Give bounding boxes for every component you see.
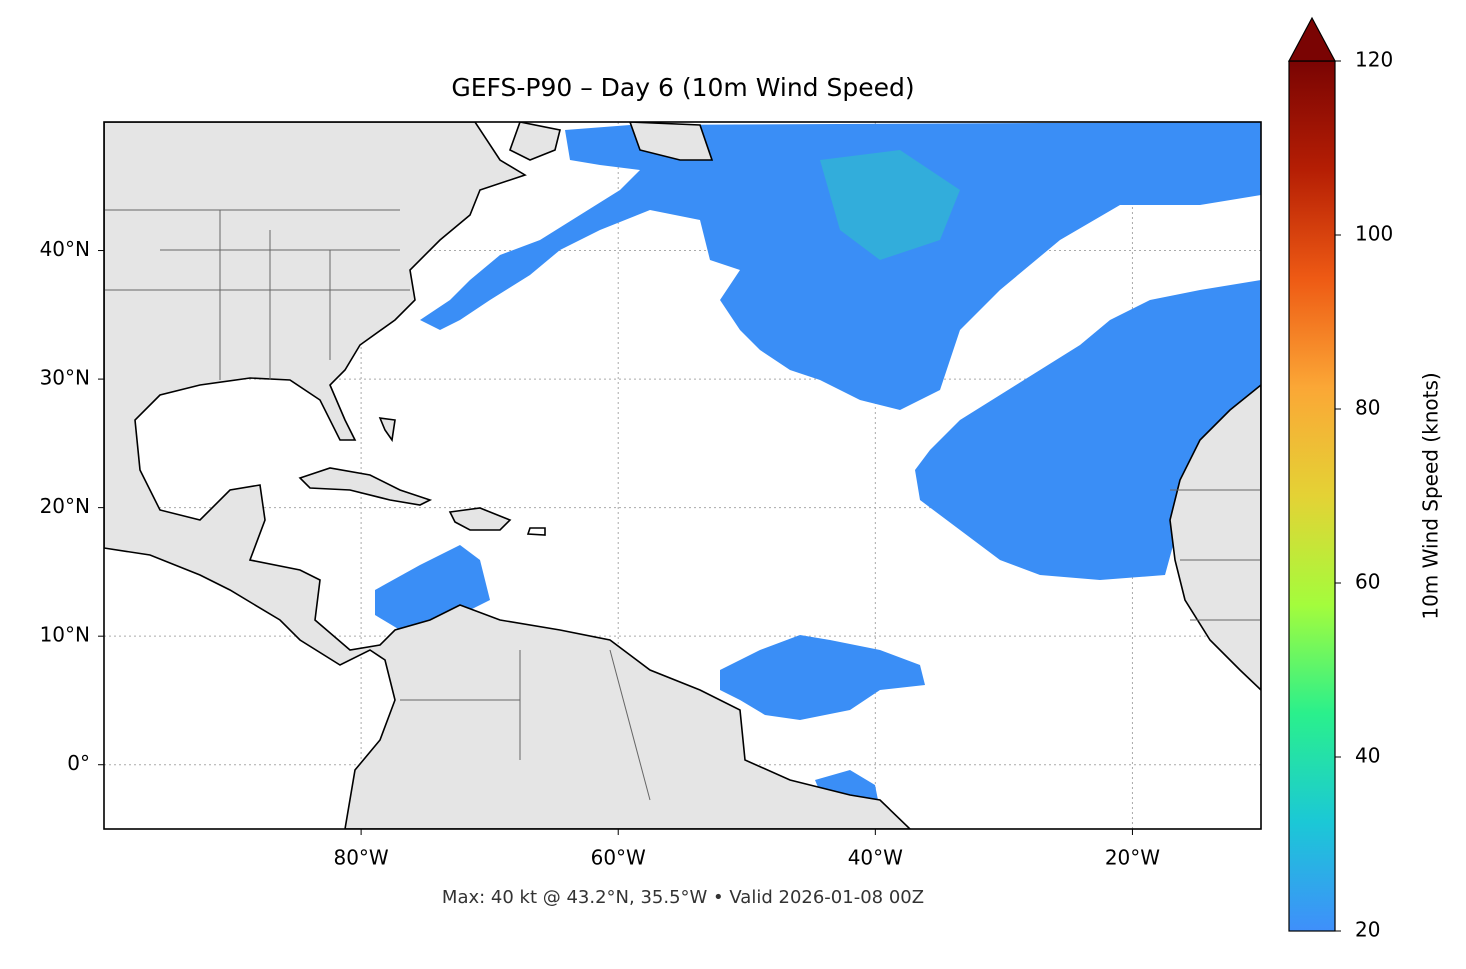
chart-title: GEFS-P90 – Day 6 (10m Wind Speed) <box>451 73 914 102</box>
annotation: Max: 40 kt @ 43.2°N, 35.5°W • Valid 2026… <box>442 887 924 908</box>
colorbar-tick-label: 100 <box>1355 222 1393 246</box>
coast <box>526 527 546 536</box>
wind-area <box>420 122 1261 410</box>
x-tick-label: 60°W <box>591 846 646 870</box>
land <box>1169 383 1261 692</box>
plot-frame <box>103 121 1262 830</box>
colorbar-tick-label: 80 <box>1355 396 1380 420</box>
colorbar-tick-label: 20 <box>1355 918 1380 942</box>
map <box>104 122 1261 829</box>
land <box>298 417 512 531</box>
y-tick-label: 40°N <box>40 237 90 261</box>
colorbar-label: 10m Wind Speed (knots) <box>1419 372 1443 619</box>
colorbar: 10m Wind Speed (knots) 20 40 60 80 100 120 <box>1287 16 1443 942</box>
colorbar-scale <box>1288 60 1336 932</box>
y-tick-label: 20°N <box>40 494 90 518</box>
x-tick-label: 20°W <box>1105 846 1160 870</box>
land <box>104 122 912 829</box>
y-tick-label: 30°N <box>40 366 90 390</box>
colorbar-extend <box>1287 16 1337 62</box>
colorbar-tick-label: 60 <box>1355 570 1380 594</box>
x-tick-label: 40°W <box>848 846 903 870</box>
y-tick-label: 10°N <box>40 623 90 647</box>
colorbar-tick-label: 40 <box>1355 744 1380 768</box>
land <box>509 122 714 161</box>
colorbar-tick-label: 120 <box>1355 48 1393 72</box>
wind-area <box>820 150 960 260</box>
axis-ticks: 80°W 60°W 40°W 20°W 0° 10°N 20°N 30°N 40°N <box>40 237 1161 869</box>
borders <box>104 209 1261 801</box>
wind-area <box>720 635 925 720</box>
x-tick-label: 80°W <box>333 846 388 870</box>
y-tick-label: 0° <box>67 751 90 775</box>
